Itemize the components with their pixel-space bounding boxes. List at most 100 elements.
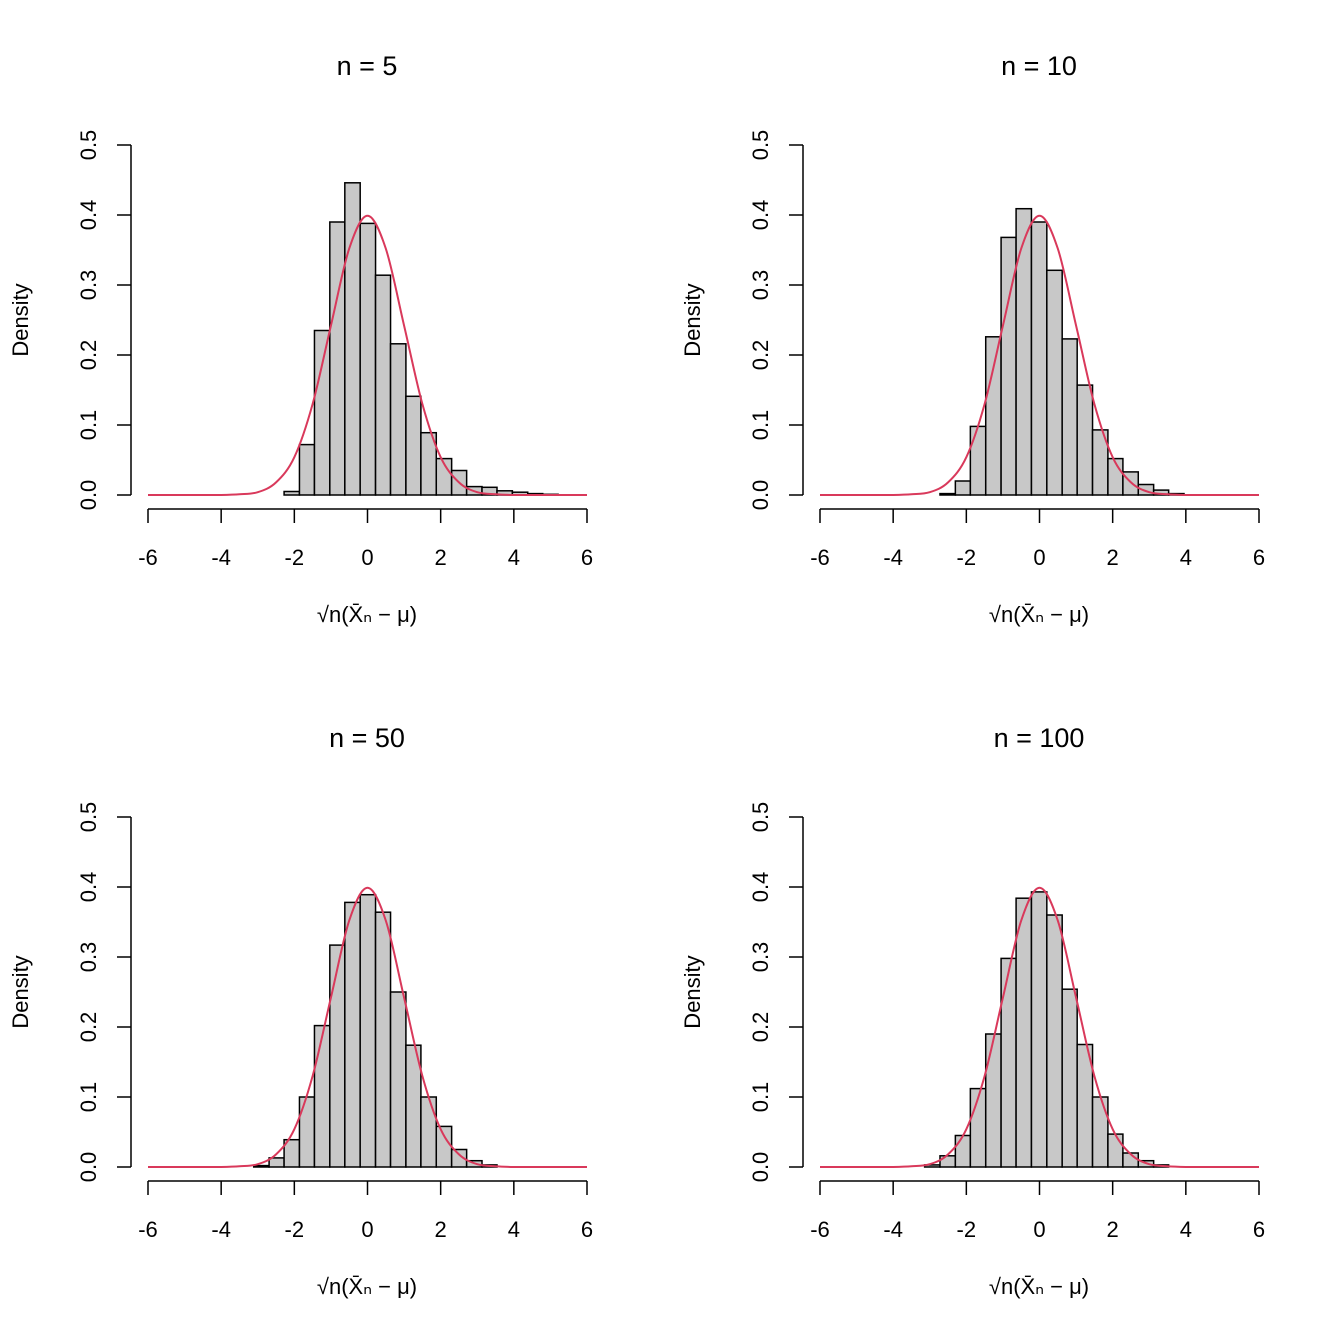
bar <box>313 1024 331 1168</box>
x-axis-label: √n(X̄ₙ − μ) <box>989 602 1089 627</box>
bar <box>1061 988 1078 1168</box>
y-tick-label: 0.0 <box>748 1152 773 1183</box>
x-tick-label: 2 <box>1107 545 1119 570</box>
y-tick-label: 0.3 <box>76 270 101 301</box>
x-tick-label: 6 <box>581 545 593 570</box>
x-tick-label: -6 <box>810 545 830 570</box>
y-tick-label: 0.5 <box>76 130 101 161</box>
y-tick-label: 0.3 <box>748 270 773 301</box>
y-tick-label: 0.4 <box>76 200 101 231</box>
y-tick-label: 0.4 <box>748 200 773 231</box>
x-tick-label: 0 <box>361 1217 373 1242</box>
bar <box>359 893 377 1168</box>
bar <box>268 1157 285 1168</box>
bar <box>389 991 407 1168</box>
bar <box>405 395 422 496</box>
y-tick-label: 0.0 <box>748 480 773 511</box>
bar <box>939 492 957 496</box>
y-axis-label: Density <box>8 283 33 356</box>
x-tick-label: -2 <box>957 1217 977 1242</box>
density-curve <box>148 214 587 496</box>
bar <box>435 1125 453 1168</box>
y-tick-label: 0.2 <box>76 340 101 371</box>
y-tick-label: 0.1 <box>748 1082 773 1113</box>
y-tick-label: 0.5 <box>748 130 773 161</box>
y-tick-label: 0.2 <box>748 1012 773 1043</box>
x-axis-label: √n(X̄ₙ − μ) <box>989 1274 1089 1299</box>
y-tick-label: 0.1 <box>76 410 101 441</box>
y-tick-label: 0.2 <box>748 340 773 371</box>
chart-title: n = 50 <box>329 723 405 753</box>
y-tick-label: 0.5 <box>76 802 101 833</box>
y-tick-label: 0.0 <box>76 480 101 511</box>
bar <box>374 274 392 496</box>
x-tick-label: 2 <box>435 1217 447 1242</box>
bar <box>313 329 331 496</box>
y-tick-label: 0.4 <box>748 872 773 903</box>
y-axis-label: Density <box>680 955 705 1028</box>
bar <box>1046 269 1063 496</box>
x-tick-label: -2 <box>285 1217 305 1242</box>
y-axis-label: Density <box>680 283 705 356</box>
bar <box>1076 384 1094 496</box>
y-tick-label: 0.3 <box>76 942 101 973</box>
bar <box>344 901 361 1168</box>
chart-title: n = 100 <box>994 723 1085 753</box>
x-tick-label: 2 <box>435 545 447 570</box>
bar <box>359 222 377 496</box>
bar <box>984 1033 1002 1168</box>
x-tick-label: -4 <box>211 545 231 570</box>
bar <box>298 443 316 496</box>
x-tick-label: -2 <box>957 545 977 570</box>
x-tick-label: 0 <box>361 545 373 570</box>
bar <box>252 1164 270 1168</box>
density-curve <box>148 886 587 1168</box>
bar <box>969 425 987 496</box>
y-tick-label: 0.4 <box>76 872 101 903</box>
bar <box>329 221 346 496</box>
x-tick-label: 4 <box>508 545 520 570</box>
x-tick-label: 6 <box>581 1217 593 1242</box>
x-tick-label: -4 <box>883 1217 903 1242</box>
bar <box>1046 914 1063 1168</box>
bar <box>1107 1133 1124 1168</box>
x-axis-label: √n(X̄ₙ − μ) <box>317 1274 417 1299</box>
bar <box>1015 207 1033 496</box>
density-curve <box>820 886 1259 1168</box>
y-tick-label: 0.1 <box>748 410 773 441</box>
bar <box>1030 891 1048 1168</box>
bar <box>344 182 361 496</box>
chart-title: n = 10 <box>1001 51 1077 81</box>
bar <box>283 490 301 496</box>
x-tick-label: 6 <box>1253 545 1265 570</box>
y-tick-label: 0.3 <box>748 942 773 973</box>
bar <box>954 1134 972 1168</box>
bar <box>984 336 1002 496</box>
bar <box>1015 897 1033 1168</box>
x-tick-label: 2 <box>1107 1217 1119 1242</box>
x-tick-label: -6 <box>138 1217 158 1242</box>
x-tick-label: -6 <box>810 1217 830 1242</box>
bar <box>389 343 407 496</box>
y-tick-label: 0.5 <box>748 802 773 833</box>
bar <box>420 1096 438 1168</box>
y-tick-label: 0.0 <box>76 1152 101 1183</box>
x-tick-label: 0 <box>1033 545 1045 570</box>
x-tick-label: -4 <box>883 545 903 570</box>
bar <box>298 1096 316 1168</box>
x-tick-label: 0 <box>1033 1217 1045 1242</box>
x-tick-label: 4 <box>1180 1217 1192 1242</box>
bar <box>1061 338 1078 496</box>
y-tick-label: 0.2 <box>76 1012 101 1043</box>
x-tick-label: -6 <box>138 545 158 570</box>
bar <box>329 944 346 1168</box>
x-tick-label: 6 <box>1253 1217 1265 1242</box>
chart-title: n = 5 <box>337 51 398 81</box>
bar <box>1091 1096 1109 1168</box>
x-tick-label: -4 <box>211 1217 231 1242</box>
x-tick-label: 4 <box>508 1217 520 1242</box>
bar <box>374 911 392 1168</box>
x-axis-label: √n(X̄ₙ − μ) <box>317 602 417 627</box>
